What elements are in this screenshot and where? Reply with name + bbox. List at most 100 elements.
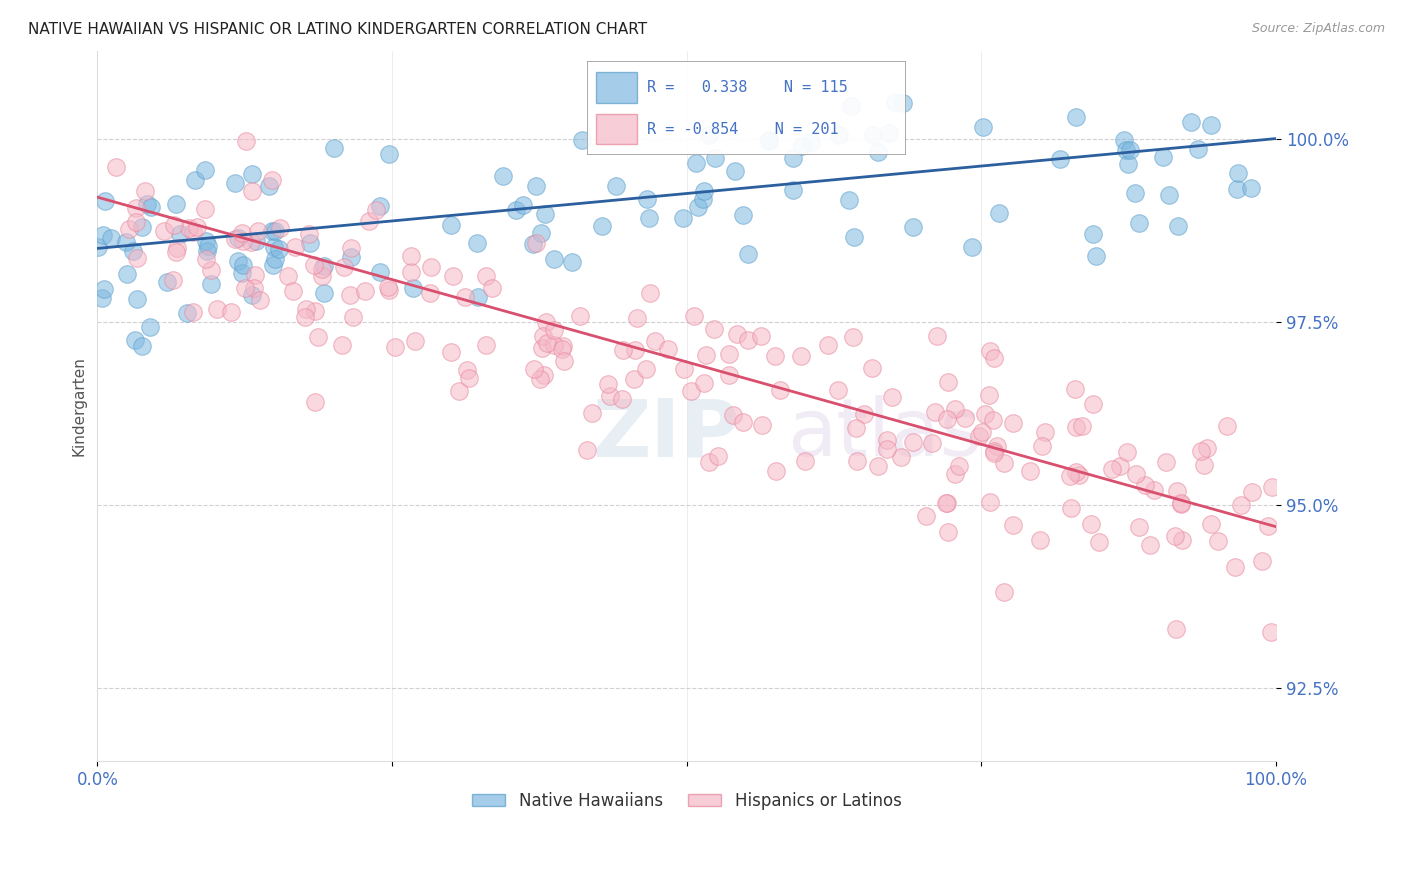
- Point: [330, 338, 353, 352]
- Point: [156, 275, 179, 289]
- Point: [339, 288, 361, 302]
- Point: [231, 266, 253, 280]
- Point: [93, 228, 115, 243]
- Point: [87, 240, 110, 254]
- Point: [1031, 439, 1053, 453]
- Point: [404, 334, 426, 349]
- Point: [724, 163, 747, 178]
- Point: [972, 120, 994, 134]
- Point: [693, 184, 716, 198]
- Point: [458, 370, 481, 384]
- Point: [419, 260, 441, 274]
- Point: [195, 244, 218, 259]
- Point: [1261, 480, 1284, 494]
- Point: [769, 384, 792, 398]
- Point: [134, 184, 156, 198]
- Point: [1115, 144, 1137, 158]
- Point: [1216, 418, 1239, 433]
- Point: [921, 435, 943, 450]
- Point: [935, 412, 957, 426]
- Point: [943, 467, 966, 481]
- Point: [782, 183, 804, 197]
- Point: [1143, 483, 1166, 497]
- Point: [322, 141, 344, 155]
- Point: [877, 126, 900, 140]
- Point: [1116, 157, 1139, 171]
- Point: [366, 202, 388, 217]
- Point: [1206, 534, 1229, 549]
- Point: [524, 235, 547, 250]
- Point: [522, 236, 544, 251]
- Point: [131, 338, 153, 352]
- Point: [262, 258, 284, 272]
- Point: [765, 464, 787, 478]
- Point: [467, 290, 489, 304]
- Point: [842, 230, 865, 244]
- Point: [1227, 166, 1250, 180]
- Point: [402, 281, 425, 295]
- Point: [993, 456, 1015, 470]
- Point: [269, 243, 291, 257]
- Point: [100, 231, 122, 245]
- Point: [758, 133, 780, 147]
- Point: [531, 329, 554, 343]
- Point: [936, 375, 959, 389]
- Point: [1033, 425, 1056, 440]
- Point: [523, 362, 546, 376]
- Point: [977, 388, 1000, 402]
- Point: [1257, 519, 1279, 533]
- Point: [264, 252, 287, 266]
- Point: [599, 389, 621, 403]
- Point: [683, 309, 706, 323]
- Point: [1049, 153, 1071, 167]
- Point: [1114, 133, 1136, 147]
- Point: [1018, 464, 1040, 478]
- Point: [162, 273, 184, 287]
- Point: [307, 330, 329, 344]
- Point: [637, 211, 659, 225]
- Point: [332, 260, 354, 274]
- Point: [384, 340, 406, 354]
- Point: [983, 351, 1005, 366]
- Point: [737, 333, 759, 347]
- Point: [551, 342, 574, 356]
- Point: [1199, 118, 1222, 132]
- Point: [718, 347, 741, 361]
- Point: [838, 193, 860, 207]
- Point: [378, 283, 401, 297]
- Point: [1241, 485, 1264, 500]
- Point: [226, 231, 249, 245]
- Point: [125, 252, 148, 266]
- Point: [235, 134, 257, 148]
- Point: [1139, 538, 1161, 552]
- Point: [1194, 458, 1216, 472]
- Point: [890, 450, 912, 465]
- Point: [1060, 501, 1083, 516]
- Point: [419, 285, 441, 300]
- Point: [505, 203, 527, 218]
- Point: [1081, 397, 1104, 411]
- Point: [1083, 227, 1105, 241]
- Point: [465, 236, 488, 251]
- Point: [1001, 416, 1024, 430]
- Point: [260, 173, 283, 187]
- Point: [200, 263, 222, 277]
- Point: [184, 173, 207, 187]
- Point: [703, 322, 725, 336]
- Point: [979, 495, 1001, 509]
- Point: [605, 179, 627, 194]
- Point: [1125, 467, 1147, 481]
- Point: [626, 310, 648, 325]
- Point: [638, 286, 661, 301]
- Point: [311, 262, 333, 277]
- Point: [115, 267, 138, 281]
- Point: [543, 252, 565, 266]
- Point: [1066, 420, 1088, 434]
- Point: [979, 344, 1001, 359]
- Point: [568, 309, 591, 323]
- Point: [960, 240, 983, 254]
- Point: [1064, 110, 1087, 124]
- Point: [679, 384, 702, 399]
- Point: [868, 458, 890, 473]
- Point: [695, 348, 717, 362]
